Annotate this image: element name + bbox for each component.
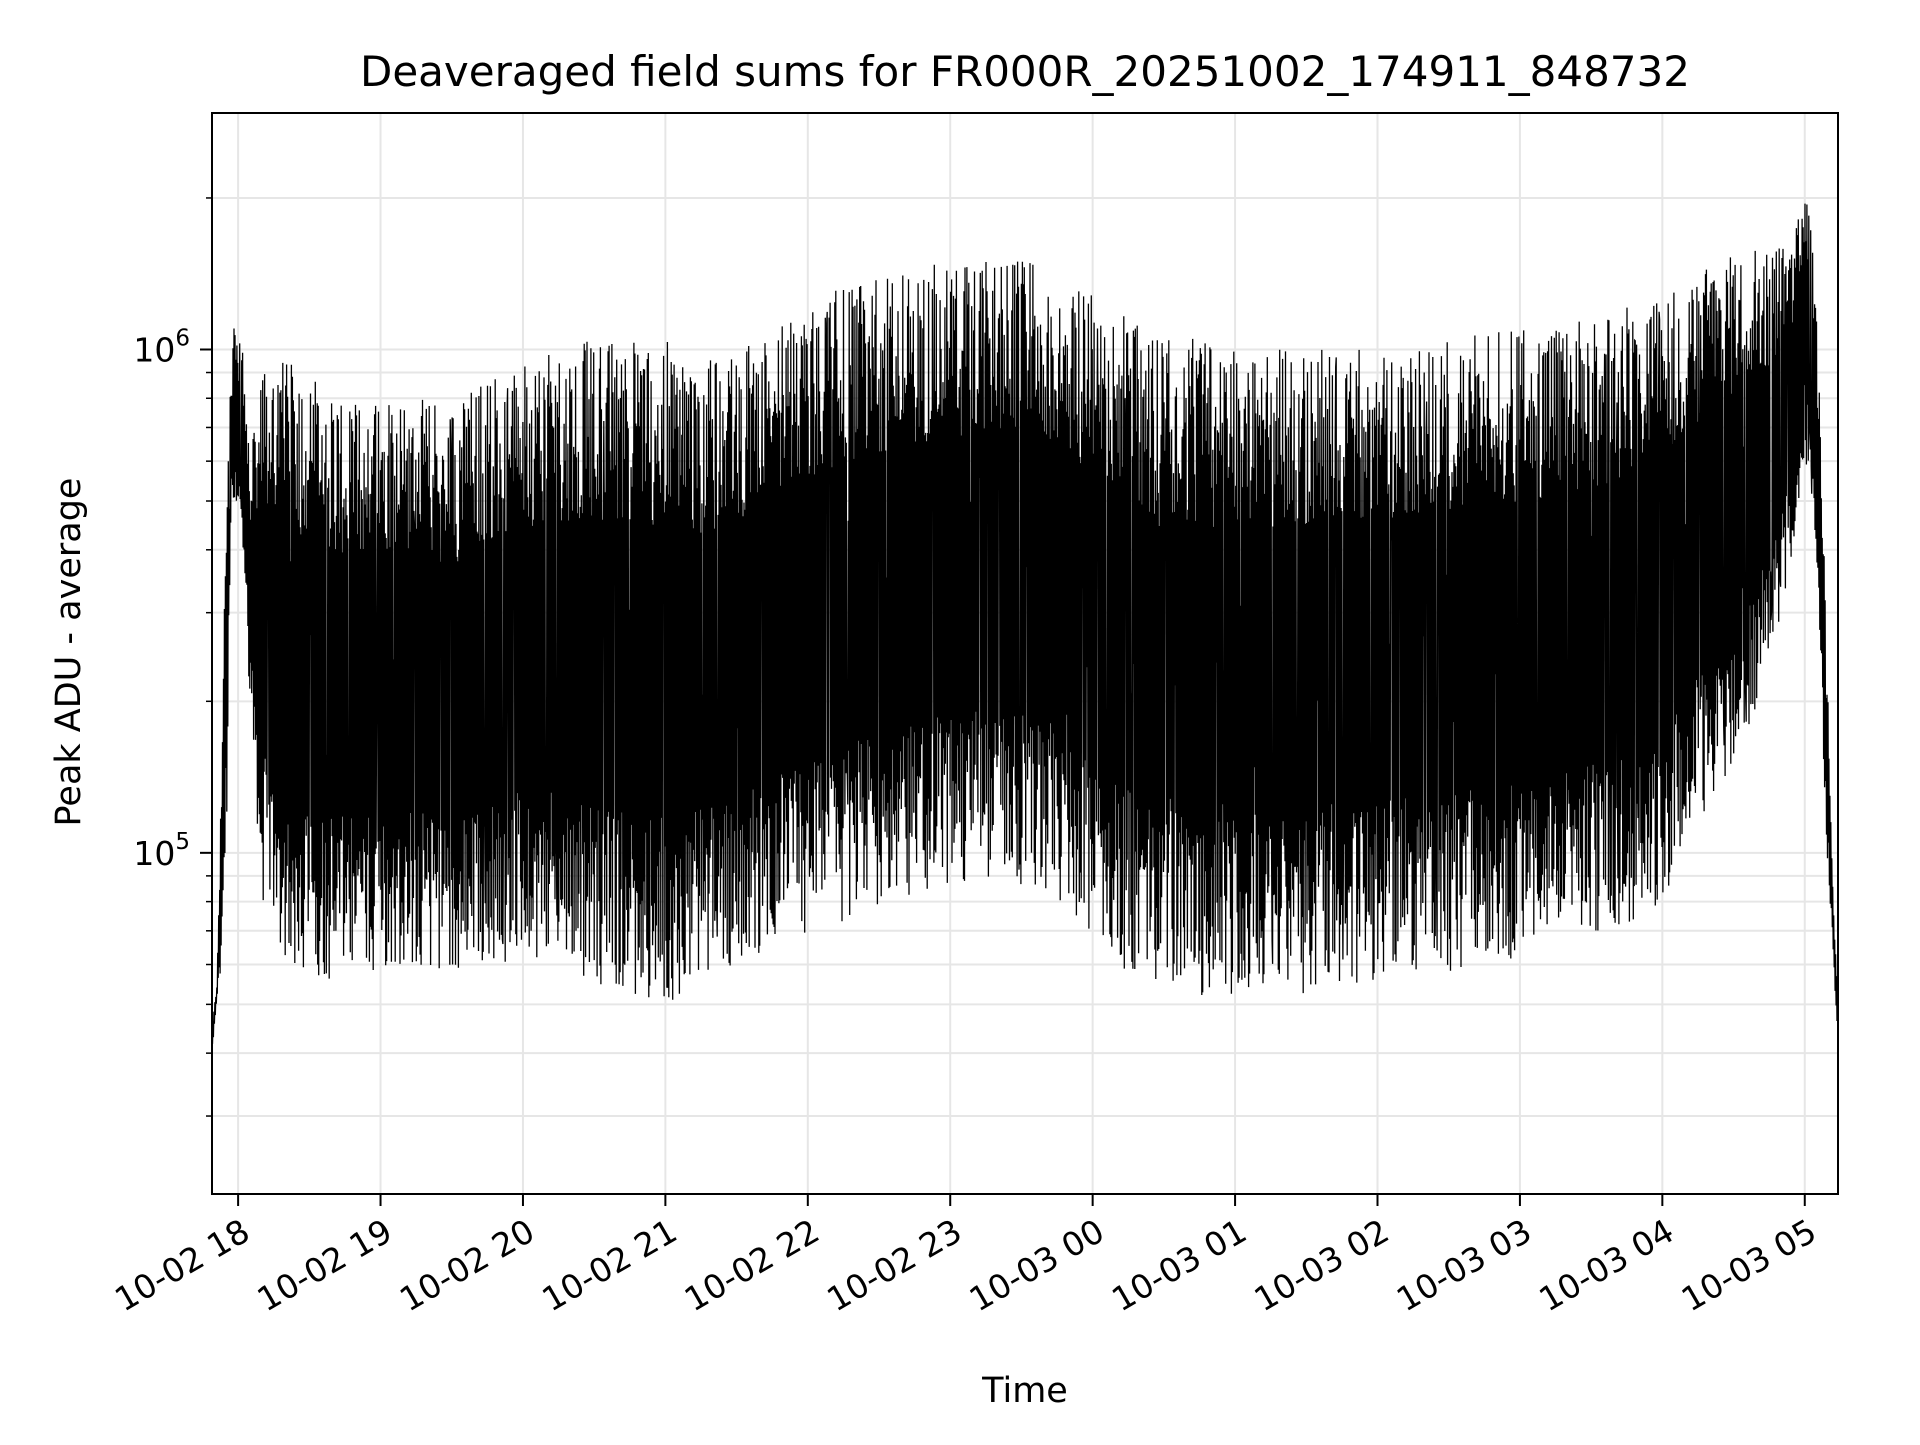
x-tick-label: 10-02 20	[393, 1211, 541, 1319]
x-tick-label: 10-02 18	[108, 1211, 256, 1319]
x-tick-label: 10-03 05	[1675, 1211, 1823, 1319]
x-tick-label: 10-02 22	[678, 1211, 826, 1319]
x-tick-label: 10-02 19	[251, 1211, 399, 1319]
y-tick-label: 106	[133, 325, 190, 369]
chart-title: Deaveraged field sums for FR000R_2025100…	[360, 47, 1690, 96]
y-tick-label: 105	[133, 829, 190, 873]
x-tick-label: 10-03 04	[1532, 1211, 1680, 1319]
series-layer	[212, 203, 1838, 1048]
series-line	[212, 203, 1838, 1048]
x-tick-label: 10-02 23	[820, 1211, 968, 1319]
x-tick-label: 10-03 00	[963, 1211, 1111, 1319]
x-tick-label: 10-03 01	[1105, 1211, 1253, 1319]
axes-frame	[211, 112, 1839, 1195]
x-axis-label: Time	[981, 1371, 1068, 1411]
x-tick-label: 10-02 21	[535, 1211, 683, 1319]
x-tick-label: 10-03 02	[1248, 1211, 1396, 1319]
y-axis-label: Peak ADU - average	[49, 478, 89, 827]
x-tick-label: 10-03 03	[1390, 1211, 1538, 1319]
